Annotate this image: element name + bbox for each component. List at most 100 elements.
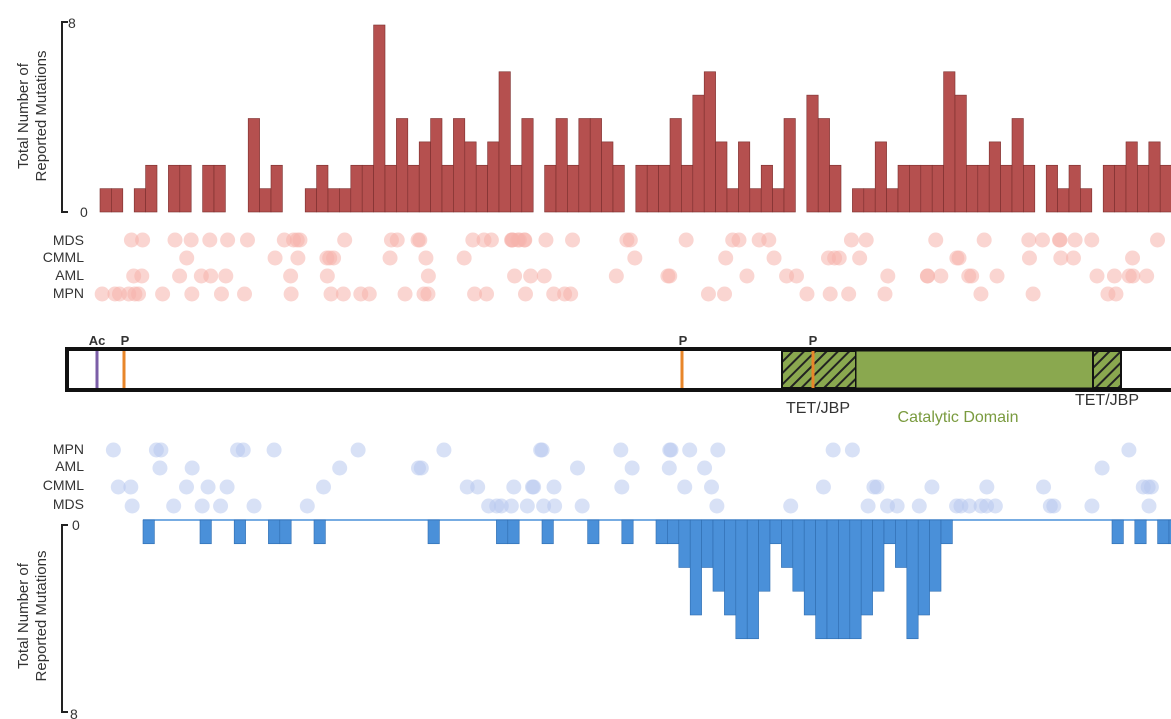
bottom-track-label-mds: MDS [53, 496, 84, 512]
bottom-bar [872, 519, 885, 592]
track-dot [860, 498, 876, 514]
track-dot [105, 442, 121, 458]
top-bar [931, 164, 944, 213]
bottom-bar [1157, 519, 1170, 545]
track-dot [413, 460, 429, 476]
top-bar [749, 188, 762, 213]
top-bar [373, 24, 386, 213]
track-dot [976, 232, 992, 248]
track-dot [557, 286, 573, 302]
top-bar [829, 164, 842, 213]
track-dot [135, 232, 151, 248]
top-bar [681, 164, 694, 213]
track-dot [283, 268, 299, 284]
track-dot [678, 232, 694, 248]
bottom-bar [621, 519, 634, 545]
bottom-bar [678, 519, 691, 568]
bottom-bar [758, 519, 771, 592]
bottom-bar [142, 519, 155, 545]
track-dot [213, 286, 229, 302]
track-dot [852, 250, 868, 266]
top-bar [988, 141, 1001, 213]
track-dot [194, 498, 210, 514]
top-bar [601, 141, 614, 213]
track-dot [183, 232, 199, 248]
bottom-bar [1168, 519, 1171, 545]
bottom-track-label-aml: AML [55, 458, 84, 474]
track-dot [456, 250, 472, 266]
track-dot [397, 286, 413, 302]
bottom-ytick-zero: 0 [72, 517, 80, 533]
track-dot [880, 498, 896, 514]
track-dot [725, 232, 741, 248]
track-dot [911, 498, 927, 514]
top-bar [874, 141, 887, 213]
top-track-group: MDS CMML AML MPN [43, 232, 1166, 302]
bottom-ylabel-line2: Reported Mutations [33, 551, 50, 682]
top-bar [487, 141, 500, 213]
track-dot [476, 232, 492, 248]
bottom-bar [655, 519, 668, 545]
top-bar [772, 188, 785, 213]
track-dot [467, 286, 483, 302]
bottom-bar [917, 519, 930, 616]
track-dot [166, 498, 182, 514]
track-dot [267, 250, 283, 266]
track-dot [799, 286, 815, 302]
track-dot [536, 498, 552, 514]
track-dot [237, 286, 253, 302]
track-dot [619, 232, 635, 248]
track-dot [1125, 250, 1141, 266]
track-dot [382, 250, 398, 266]
bottom-bar [781, 519, 794, 568]
bottom-bar [883, 519, 896, 545]
bottom-bar [860, 519, 873, 616]
track-dot [546, 286, 562, 302]
top-bar [578, 118, 591, 213]
bottom-bar [541, 519, 554, 545]
top-bar [510, 164, 523, 213]
track-dot [1025, 286, 1041, 302]
marker-p3-label: P [809, 333, 818, 348]
top-bar [760, 164, 773, 213]
top-bar [475, 164, 488, 213]
top-bar [783, 118, 796, 213]
top-bar [430, 118, 443, 213]
domain-catalytic [855, 350, 1094, 389]
track-dot [418, 250, 434, 266]
top-bar [567, 164, 580, 213]
track-dot [841, 286, 857, 302]
track-dot [436, 442, 452, 458]
bottom-bar [313, 519, 326, 545]
bottom-bar [849, 519, 862, 640]
domain-catalytic-label: Catalytic Domain [898, 409, 1019, 426]
top-bar [863, 188, 876, 213]
track-dot [739, 268, 755, 284]
track-dot [507, 268, 523, 284]
top-chart: Total Number of Reported Mutations 8 0 [15, 15, 1171, 220]
track-dot [987, 498, 1003, 514]
top-bar [977, 164, 990, 213]
track-dot [323, 286, 339, 302]
track-dot [283, 286, 299, 302]
top-bar [1023, 164, 1036, 213]
bottom-track-group: MPN AML CMML MDS [43, 441, 1159, 514]
top-bar [1125, 141, 1138, 213]
track-dot [1036, 479, 1052, 495]
track-dot [761, 232, 777, 248]
bottom-bar [496, 519, 509, 545]
track-dot [924, 479, 940, 495]
track-dot [574, 498, 590, 514]
top-bar [270, 164, 283, 213]
top-bar [589, 118, 602, 213]
track-dot [973, 498, 989, 514]
track-dot [519, 498, 535, 514]
track-dot [709, 498, 725, 514]
top-bar [396, 118, 409, 213]
top-bar [658, 164, 671, 213]
domain-tet-jbp-2 [1092, 350, 1122, 389]
top-bar [1102, 164, 1115, 213]
track-dot [538, 232, 554, 248]
track-dot [337, 232, 353, 248]
bottom-bar [667, 519, 680, 545]
